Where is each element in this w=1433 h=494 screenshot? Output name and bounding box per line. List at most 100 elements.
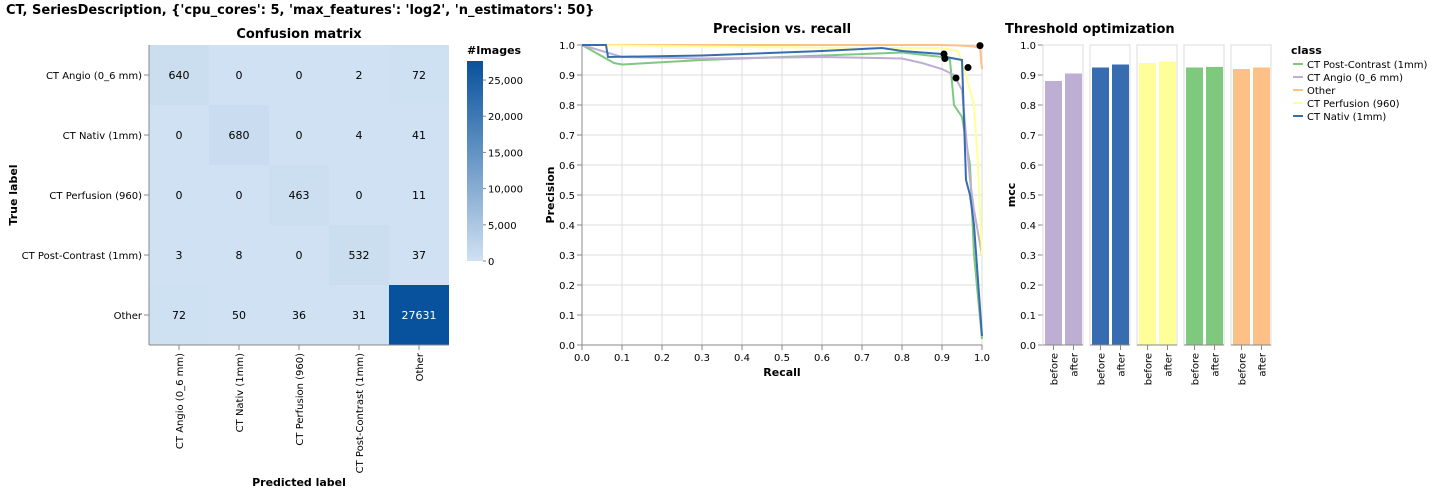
- matrix-cell-value: 8: [236, 249, 243, 262]
- matrix-cell-value: 41: [412, 129, 426, 142]
- matrix-x-tick-label: CT Nativ (1mm): [235, 353, 246, 432]
- matrix-cell: [269, 285, 329, 345]
- matrix-cell-value: 36: [292, 309, 306, 322]
- pr-x-tick-label: 0.7: [854, 353, 870, 364]
- matrix-cell-value: 31: [352, 309, 366, 322]
- matrix-cell: [329, 165, 389, 225]
- matrix-cell: [209, 165, 269, 225]
- matrix-x-axis-label: Predicted label: [252, 476, 346, 489]
- matrix-legend-gradient: [467, 61, 483, 261]
- matrix-cell: [389, 105, 449, 165]
- pr-x-tick-label: 0.8: [894, 353, 910, 364]
- matrix-cell: [329, 225, 389, 285]
- threshold-y-tick-label: 0.5: [1020, 191, 1036, 202]
- pr-y-tick-label: 0.4: [559, 221, 575, 232]
- pr-x-tick-label: 1.0: [974, 353, 990, 364]
- threshold-x-tick-label: after: [1211, 352, 1222, 377]
- precision-recall-title: Precision vs. recall: [713, 22, 851, 37]
- threshold-bar: [1092, 67, 1109, 345]
- pr-y-tick-label: 0.7: [559, 131, 575, 142]
- threshold-x-tick-label: before: [1238, 353, 1249, 385]
- matrix-cell: [389, 165, 449, 225]
- pr-y-tick-label: 0.3: [559, 251, 575, 262]
- pr-series-line: [582, 44, 983, 337]
- matrix-legend-title: #Images: [467, 44, 522, 57]
- confusion-matrix-title: Confusion matrix: [236, 27, 362, 42]
- matrix-cell-value: 50: [232, 309, 246, 322]
- threshold-y-tick-label: 0.4: [1020, 221, 1036, 232]
- pr-y-tick-label: 1.0: [559, 41, 575, 52]
- matrix-cell: [269, 165, 329, 225]
- matrix-cell-value: 0: [176, 129, 183, 142]
- threshold-y-tick-label: 0.6: [1020, 161, 1036, 172]
- threshold-y-tick-label: 0.1: [1020, 311, 1036, 322]
- threshold-bar: [1206, 66, 1223, 346]
- threshold-y-tick-label: 0.8: [1020, 101, 1036, 112]
- matrix-cell-value: 11: [412, 189, 426, 202]
- matrix-cell: [149, 285, 209, 345]
- matrix-cell: [389, 285, 449, 345]
- matrix-cell: [269, 225, 329, 285]
- pr-x-axis-label: Recall: [763, 366, 800, 379]
- matrix-cell-value: 0: [296, 69, 303, 82]
- matrix-cell: [389, 45, 449, 105]
- threshold-bar: [1112, 64, 1129, 345]
- matrix-cell-value: 0: [356, 189, 363, 202]
- matrix-cell-value: 640: [169, 69, 190, 82]
- threshold-x-tick-label: after: [1117, 352, 1128, 377]
- threshold-y-axis-label: mcc: [1005, 183, 1018, 208]
- threshold-legend-label: CT Post-Contrast (1mm): [1307, 60, 1427, 71]
- pr-x-tick-label: 0.1: [614, 353, 630, 364]
- matrix-y-tick-label: Other: [114, 311, 143, 322]
- pr-threshold-point: [941, 55, 949, 62]
- threshold-legend-label: CT Perfusion (960): [1307, 99, 1400, 110]
- matrix-cell-value: 72: [412, 69, 426, 82]
- threshold-bar: [1045, 81, 1062, 345]
- matrix-cell: [269, 105, 329, 165]
- threshold-x-tick-label: after: [1070, 352, 1081, 377]
- matrix-cell-value: 0: [296, 129, 303, 142]
- threshold-y-tick-label: 0.3: [1020, 251, 1036, 262]
- threshold-legend-label: CT Angio (0_6 mm): [1307, 73, 1403, 84]
- matrix-cell: [389, 225, 449, 285]
- precision-recall-chart: Precision vs. recall 0.0 0.1 0.2 0.3 0.4 0.5 0.…: [544, 22, 990, 379]
- pr-series-line: [581, 44, 983, 256]
- page-title: CT, SeriesDescription, {'cpu_cores': 5, …: [6, 3, 595, 18]
- pr-y-tick-label: 0.8: [559, 101, 575, 112]
- matrix-y-axis-label: True label: [7, 164, 20, 225]
- pr-y-axis-label: Precision: [544, 167, 557, 224]
- matrix-cell-value: 3: [176, 249, 183, 262]
- threshold-legend-label: CT Nativ (1mm): [1307, 112, 1386, 123]
- matrix-cell-value: 2: [356, 69, 363, 82]
- threshold-bar: [1159, 61, 1176, 345]
- pr-y-tick-label: 0.9: [559, 71, 575, 82]
- matrix-legend-tick-label: 15,000: [488, 148, 523, 159]
- pr-x-tick-label: 0.3: [694, 353, 710, 364]
- matrix-legend-tick-label: 25,000: [488, 76, 523, 87]
- threshold-bar: [1233, 69, 1250, 345]
- matrix-legend-tick-label: 20,000: [488, 112, 523, 123]
- matrix-legend-tick-label: 10,000: [488, 185, 523, 196]
- matrix-cell-value: 0: [236, 189, 243, 202]
- pr-y-tick-label: 0.1: [559, 311, 575, 322]
- matrix-cell: [209, 105, 269, 165]
- pr-x-tick-label: 0.5: [774, 353, 790, 364]
- pr-y-tick-label: 0.0: [559, 341, 575, 352]
- matrix-cell-value: 37: [412, 249, 426, 262]
- matrix-cell: [329, 285, 389, 345]
- threshold-x-tick-label: before: [1050, 353, 1061, 385]
- matrix-y-tick-label: CT Nativ (1mm): [63, 131, 142, 142]
- matrix-cell: [149, 105, 209, 165]
- threshold-bar: [1253, 67, 1270, 345]
- matrix-cell-value: 4: [356, 129, 363, 142]
- threshold-y-tick-label: 0.7: [1020, 131, 1036, 142]
- threshold-x-tick-label: before: [1191, 353, 1202, 385]
- matrix-cell: [149, 225, 209, 285]
- pr-x-tick-label: 0.2: [654, 353, 670, 364]
- threshold-title: Threshold optimization: [1005, 22, 1175, 37]
- threshold-legend-label: Other: [1307, 86, 1336, 97]
- matrix-cell-value: 0: [236, 69, 243, 82]
- pr-threshold-point: [952, 74, 960, 82]
- threshold-bar: [1139, 63, 1156, 345]
